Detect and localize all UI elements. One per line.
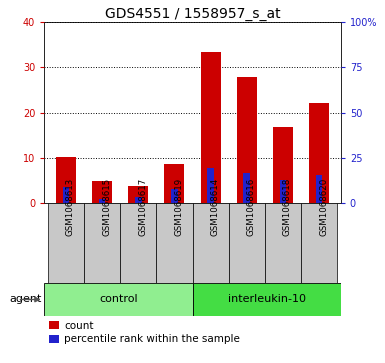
Bar [48,203,84,283]
Text: GSM1068616: GSM1068616 [247,178,256,236]
Bar [316,175,322,203]
Bar [192,283,341,316]
Bar [265,203,301,283]
Text: GSM1068613: GSM1068613 [66,178,75,236]
Text: GSM1068619: GSM1068619 [174,178,183,236]
Bar [309,103,329,203]
Text: GSM1068615: GSM1068615 [102,178,111,236]
Text: GSM1068618: GSM1068618 [283,178,292,236]
Bar [63,187,69,203]
Bar [44,283,192,316]
Bar [164,164,184,203]
Bar [229,203,265,283]
Legend: count, percentile rank within the sample: count, percentile rank within the sample [50,321,240,344]
Bar [273,127,293,203]
Bar [301,203,337,283]
Bar [120,203,156,283]
Bar [171,189,178,203]
Bar [243,174,250,203]
Bar [237,77,257,203]
Bar [156,203,192,283]
Bar [280,180,286,203]
Text: GSM1068614: GSM1068614 [211,178,219,236]
Bar [135,197,142,203]
Bar [192,203,229,283]
Bar [92,180,112,203]
Title: GDS4551 / 1558957_s_at: GDS4551 / 1558957_s_at [105,7,280,21]
Text: GSM1068620: GSM1068620 [319,178,328,236]
Bar [201,52,221,203]
Bar [128,185,148,203]
Bar [208,168,214,203]
Text: GSM1068617: GSM1068617 [138,178,147,236]
Bar [56,157,76,203]
Bar [84,203,120,283]
Text: interleukin-10: interleukin-10 [228,294,306,305]
Bar [99,200,105,203]
Text: control: control [99,294,138,305]
Text: agent: agent [9,294,41,305]
